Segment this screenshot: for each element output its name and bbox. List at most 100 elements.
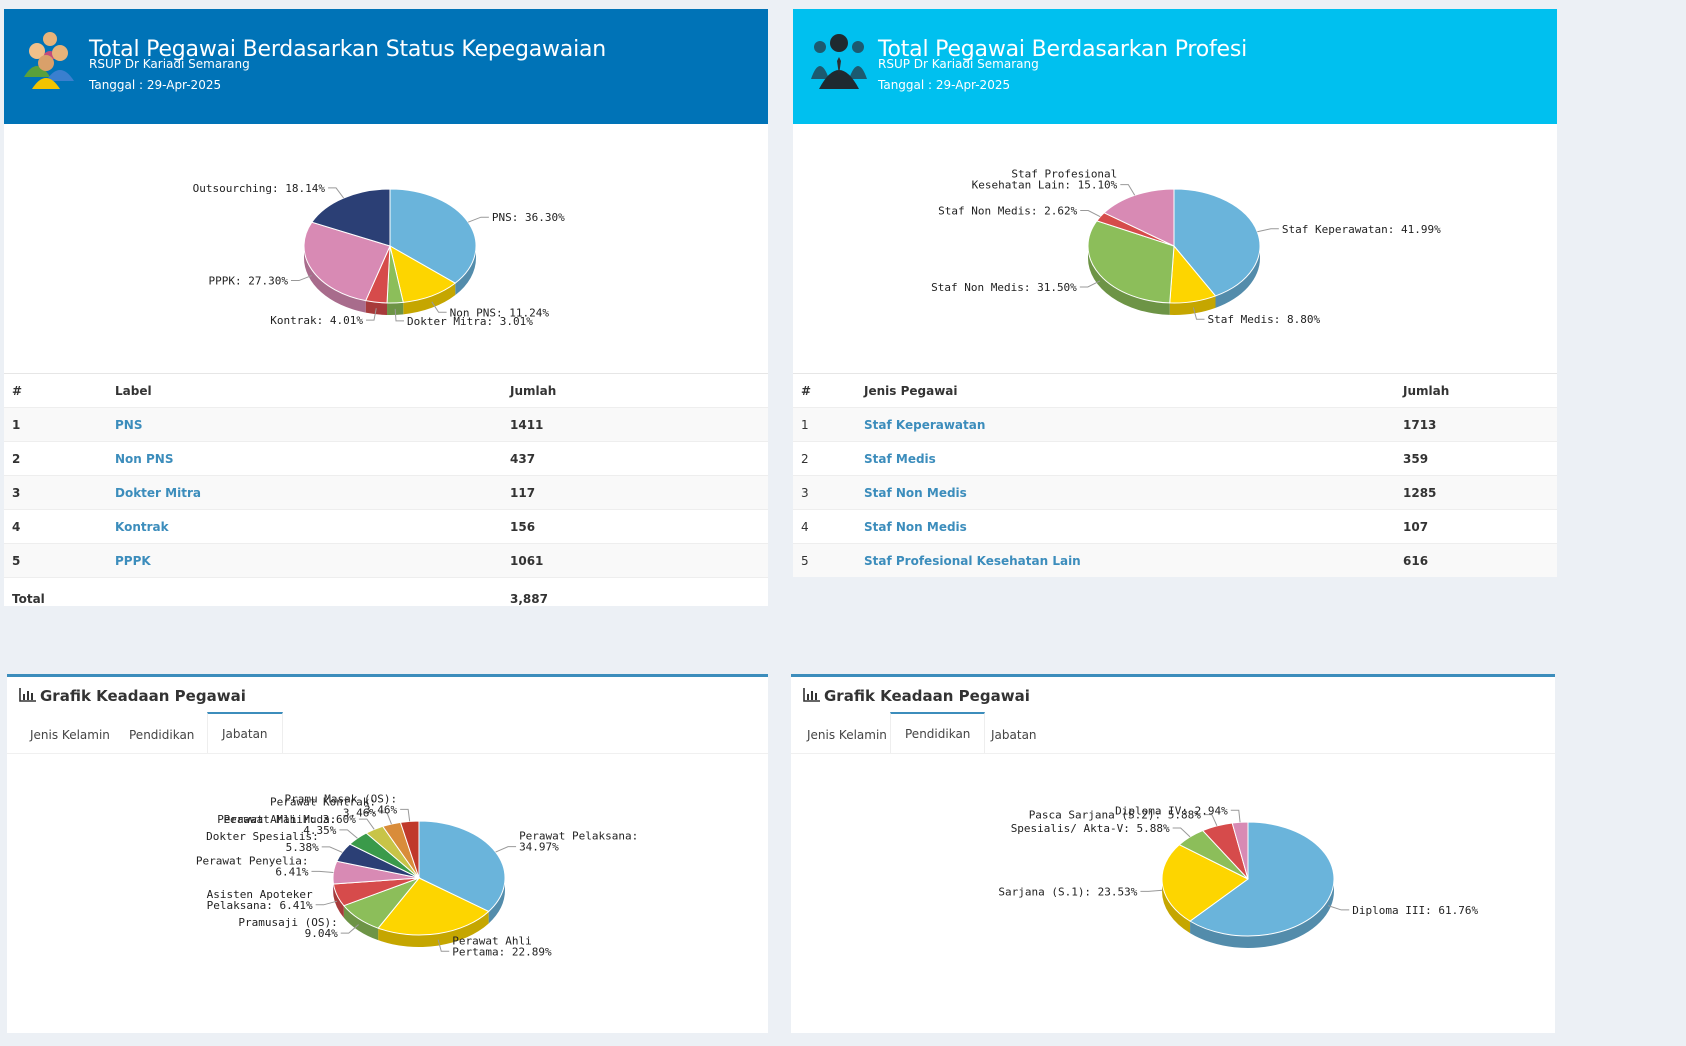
- pie-label-connector: [290, 275, 312, 282]
- row-label-link[interactable]: Staf Profesional Kesehatan Lain: [864, 553, 1081, 568]
- tab-jabatan[interactable]: Jabatan: [991, 728, 1037, 742]
- pie-slice[interactable]: [311, 188, 391, 247]
- row-value: 359: [1395, 441, 1557, 476]
- row-label-link[interactable]: Staf Non Medis: [864, 485, 967, 500]
- pie-label-connector: [467, 216, 489, 223]
- grafik-right-title-text: Grafik Keadaan Pegawai: [824, 687, 1030, 705]
- pie-slice-side: [455, 246, 476, 296]
- profesi-pie-chart: Staf Keperawatan: 41.99% Staf Medis: 8.80…: [931, 168, 1441, 327]
- tab-pendidikan[interactable]: Pendidikan: [890, 712, 986, 753]
- pie-data-label: Diploma IV: 2.94%: [1115, 804, 1228, 817]
- status-pie-chart: PNS: 36.30% Non PNS: 11.24%Dokter Mitra: …: [193, 182, 566, 328]
- pie-data-label: Perawat Mahir: 3.60%: [223, 813, 356, 826]
- row-label-link[interactable]: PNS: [115, 417, 143, 432]
- pie-data-label: Perawat Pelaksana: 34.97%: [519, 830, 638, 854]
- profesi-panel: Total Pegawai Berdasarkan Profesi RSUP D…: [793, 9, 1557, 577]
- row-value: 107: [1395, 509, 1557, 544]
- pie-label-connector: [378, 812, 392, 825]
- status-org: RSUP Dr Kariadi Semarang: [89, 57, 250, 71]
- pie-slice[interactable]: [377, 877, 490, 936]
- pie-slice-side: [403, 283, 456, 315]
- pie-label-connector: [394, 308, 404, 322]
- row-label-link[interactable]: Dokter Mitra: [115, 485, 201, 500]
- pie-slice-side: [378, 911, 489, 947]
- row-value: 437: [502, 441, 768, 476]
- pie-label-connector: [358, 818, 375, 830]
- pie-data-label: Pramu Masak (OS): 3.46%: [285, 792, 398, 816]
- pie-label-connector: [1172, 827, 1191, 838]
- pie-slice-side: [1162, 879, 1191, 934]
- status-table: # Label Jumlah 1 PNS 1411 2 Non PNS 437 3 Dok…: [4, 373, 768, 620]
- grafik-left-title: Grafik Keadaan Pegawai: [19, 687, 246, 705]
- grafik-left-panel: Grafik Keadaan Pegawai Jenis Kelamin Pen…: [7, 674, 768, 1033]
- row-value: 156: [502, 509, 768, 544]
- total-value: 3,887: [502, 577, 768, 620]
- row-label-link[interactable]: Kontrak: [115, 519, 169, 534]
- pie-data-label: Staf Keperawatan: 41.99%: [1282, 223, 1441, 236]
- pie-data-label: Kontrak: 4.01%: [270, 314, 363, 327]
- pie-label-connector: [321, 846, 343, 853]
- pie-data-label: Pramusaji (OS): 9.04%: [238, 916, 338, 940]
- pie-label-connector: [311, 870, 334, 873]
- pie-label-connector: [1192, 307, 1205, 320]
- pie-slice[interactable]: [1231, 821, 1249, 880]
- row-no: 5: [4, 543, 107, 578]
- pie-data-label: Diploma III: 61.76%: [1352, 904, 1478, 917]
- profesi-date: Tanggal : 29-Apr-2025: [878, 78, 1011, 92]
- row-label-link[interactable]: PPPK: [115, 553, 151, 568]
- pie-slice[interactable]: [1103, 188, 1175, 247]
- pie-data-label: Sarjana (S.1): 23.53%: [998, 885, 1137, 898]
- row-label-link[interactable]: Staf Non Medis: [864, 519, 967, 534]
- pie-label-connector: [339, 829, 358, 839]
- pie-label-connector: [495, 846, 517, 853]
- pie-data-label: Dokter Mitra: 3.01%: [407, 315, 533, 328]
- pie-data-label: Staf Non Medis: 2.62%: [938, 205, 1077, 218]
- pie-slice-side: [1169, 295, 1216, 315]
- table-row: 1 PNS 1411: [4, 407, 768, 442]
- pie-label-connector: [1140, 889, 1163, 892]
- pie-slice[interactable]: [1189, 821, 1335, 937]
- row-no: 1: [793, 407, 856, 442]
- row-label-link[interactable]: Non PNS: [115, 451, 174, 466]
- col-header-no: #: [4, 373, 107, 408]
- tab-jenis-kelamin[interactable]: Jenis Kelamin: [30, 728, 110, 742]
- pie-data-label: Asisten Apoteker Pelaksana: 6.41%: [207, 888, 313, 912]
- tab-pendidikan[interactable]: Pendidikan: [129, 728, 195, 742]
- pie-label-connector: [328, 187, 345, 199]
- status-panel: Total Pegawai Berdasarkan Status Kepegaw…: [4, 9, 768, 620]
- row-label-link[interactable]: Staf Medis: [864, 451, 936, 466]
- pie-label-connector: [366, 308, 377, 321]
- table-row: 2 Staf Medis 359: [793, 441, 1557, 476]
- table-row: 3 Staf Non Medis 1285: [793, 475, 1557, 510]
- row-value: 1713: [1395, 407, 1557, 442]
- pie-slice-side: [1215, 246, 1260, 308]
- row-value: 117: [502, 475, 768, 510]
- pie-slice[interactable]: [418, 820, 506, 913]
- pie-slice-side: [1088, 246, 1170, 315]
- pie-slice[interactable]: [303, 221, 391, 302]
- pie-label-connector: [1203, 814, 1218, 827]
- bar-chart-icon: [19, 688, 36, 702]
- table-header-row: # Label Jumlah: [4, 373, 768, 408]
- pie-data-label: Perawat Kontrak: 3.46%: [270, 796, 376, 820]
- tab-jenis-kelamin[interactable]: Jenis Kelamin: [807, 728, 887, 742]
- col-header-jumlah: Jumlah: [1395, 373, 1557, 408]
- pie-data-label: Non PNS: 11.24%: [450, 306, 550, 319]
- pie-slice[interactable]: [1161, 844, 1249, 922]
- row-no: 4: [4, 509, 107, 544]
- tab-jabatan[interactable]: Jabatan: [207, 712, 283, 753]
- col-header-no: #: [793, 373, 856, 408]
- pie-slice[interactable]: [1087, 220, 1175, 304]
- profesi-org: RSUP Dr Kariadi Semarang: [878, 57, 1039, 71]
- pie-label-connector: [315, 900, 338, 906]
- grafik-left-tabs: Jenis Kelamin Pendidikan Jabatan: [7, 712, 768, 754]
- status-date: Tanggal : 29-Apr-2025: [89, 78, 222, 92]
- pie-label-connector: [1079, 280, 1101, 288]
- bar-chart-icon: [803, 688, 820, 702]
- jabatan-pie-chart: Perawat Pelaksana: 34.97% Perawat Ahli Pert…: [196, 792, 638, 958]
- pie-slice-side: [1190, 879, 1334, 948]
- table-row: 5 Staf Profesional Kesehatan Lain 616: [793, 543, 1557, 577]
- profesi-header: Total Pegawai Berdasarkan Profesi RSUP D…: [793, 9, 1557, 124]
- pie-label-connector: [1328, 905, 1350, 911]
- row-label-link[interactable]: Staf Keperawatan: [864, 417, 986, 432]
